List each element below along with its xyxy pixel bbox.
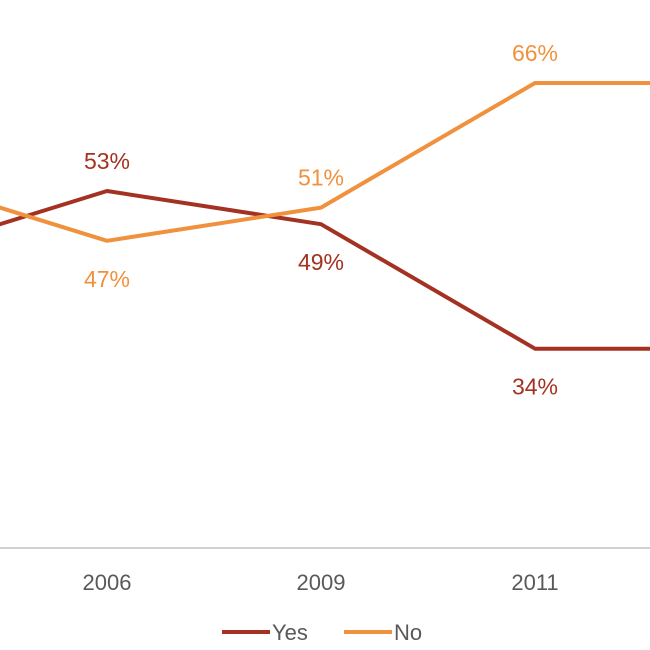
data-label-no: 47% [84,266,130,292]
x-tick-label: 2006 [83,570,132,595]
data-label-no: 51% [298,165,344,191]
data-label-yes: 34% [512,374,558,400]
data-label-yes: 49% [298,249,344,275]
x-tick-label: 2011 [511,570,558,595]
series-line-yes [0,189,650,351]
legend-label: No [394,620,422,645]
legend-item-no: No [344,620,422,645]
data-label-no: 66% [512,40,558,66]
series-line-no [0,81,650,243]
data-label-yes: 53% [84,148,130,174]
legend-label: Yes [272,620,308,645]
legend-item-yes: Yes [222,620,308,645]
x-tick-label: 2009 [297,570,346,595]
